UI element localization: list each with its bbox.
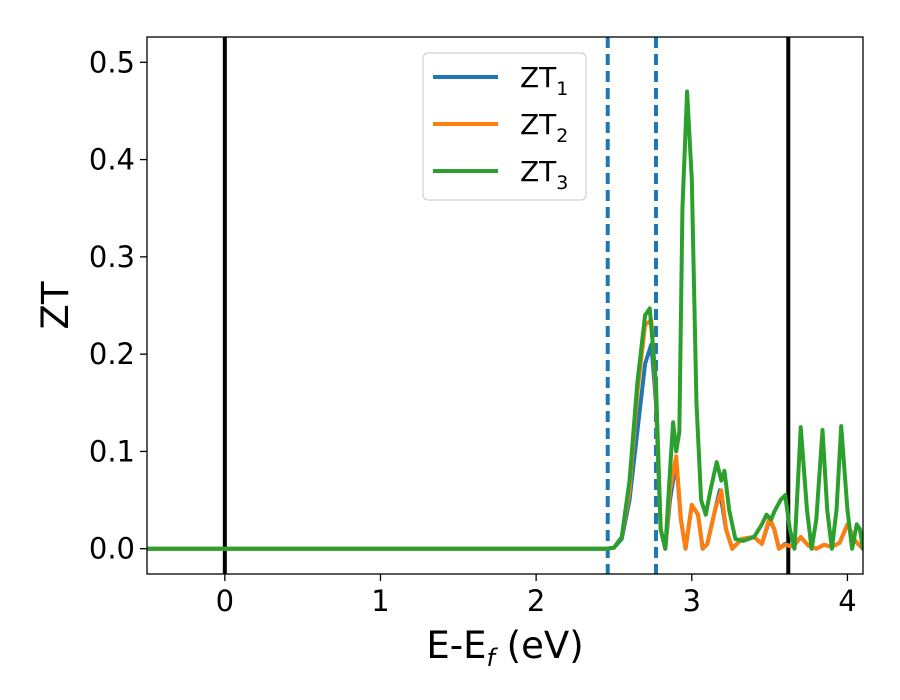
- y-tick-label: 0.5: [89, 45, 135, 79]
- y-tick-label: 0.0: [89, 532, 135, 566]
- x-tick-label: 4: [838, 584, 856, 618]
- series-line-3: [147, 89, 863, 551]
- x-tick-label: 0: [216, 584, 234, 618]
- y-tick-label: 0.1: [89, 434, 135, 468]
- series-line-1: [147, 342, 863, 551]
- legend-box: [422, 52, 587, 201]
- axes-frame: [146, 36, 864, 575]
- x-tick-label: 3: [683, 584, 701, 618]
- plot-content: [147, 37, 863, 574]
- y-tick-label: 0.4: [89, 143, 135, 177]
- y-tick-label: 0.3: [89, 240, 135, 274]
- legend-label-3: ZT3: [520, 155, 568, 194]
- legend-label-1: ZT1: [520, 61, 568, 100]
- y-tick-label: 0.2: [89, 337, 135, 371]
- plot-area: [147, 37, 863, 574]
- series-line-2: [147, 318, 863, 551]
- legend-label-2: ZT2: [520, 108, 568, 147]
- x-tick-label: 1: [371, 584, 389, 618]
- y-axis-label: ZT: [34, 281, 77, 329]
- x-tick-label: 2: [527, 584, 545, 618]
- axes: 0 1 2 3 4 0.0 0.1 0.2 0.3 0.4 0.5: [89, 36, 864, 618]
- x-axis-label: E-Ef (eV): [426, 624, 583, 672]
- legend: ZT1 ZT2 ZT3: [422, 52, 587, 201]
